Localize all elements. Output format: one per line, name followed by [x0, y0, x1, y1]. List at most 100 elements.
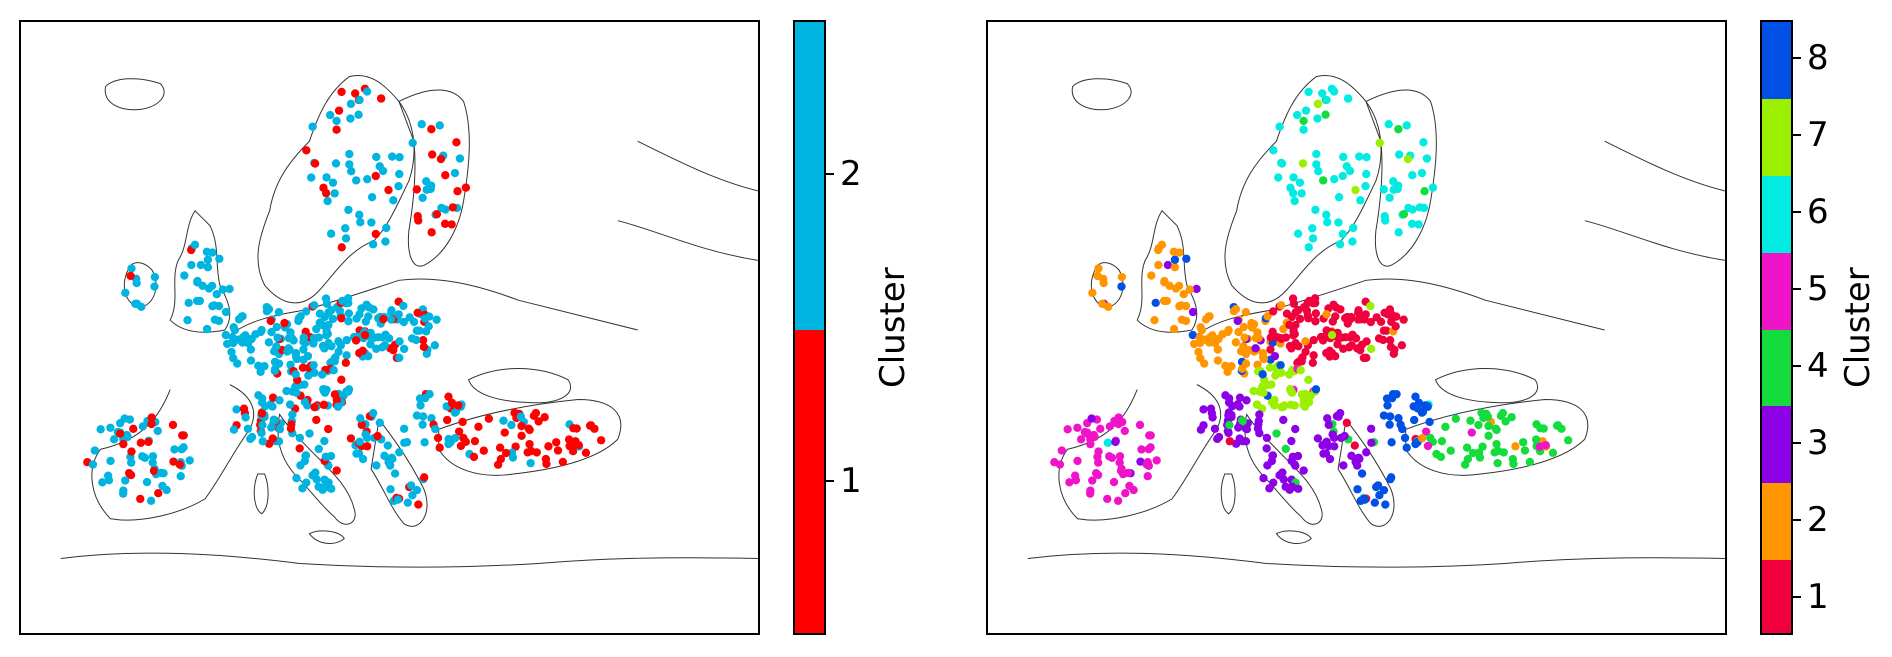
- station-point: [1210, 424, 1220, 433]
- station-point: [1268, 451, 1278, 460]
- station-point: [517, 421, 526, 431]
- station-point: [412, 185, 422, 194]
- station-point: [1417, 168, 1427, 178]
- station-point: [495, 443, 505, 452]
- station-point: [1171, 284, 1181, 293]
- station-point: [447, 398, 457, 407]
- station-point: [1334, 218, 1343, 227]
- station-point: [390, 469, 400, 478]
- station-point: [1304, 314, 1313, 323]
- station-point: [247, 334, 256, 344]
- colorbar-tick-1: 1: [824, 461, 862, 502]
- station-point: [435, 443, 444, 452]
- station-point: [1394, 125, 1403, 134]
- station-point: [1336, 305, 1345, 314]
- station-point: [447, 220, 456, 229]
- station-point: [1288, 294, 1298, 303]
- station-point: [332, 125, 341, 134]
- station-point: [1194, 347, 1203, 357]
- station-point: [203, 263, 213, 272]
- station-point: [132, 278, 141, 288]
- station-point: [1385, 193, 1394, 203]
- station-point: [458, 417, 467, 427]
- station-point: [415, 394, 425, 403]
- station-point: [1354, 453, 1363, 462]
- station-point: [1225, 394, 1234, 403]
- station-point: [432, 315, 441, 324]
- station-point: [158, 481, 167, 491]
- station-point: [1105, 452, 1114, 461]
- station-point: [106, 423, 115, 432]
- station-point: [1417, 408, 1427, 417]
- station-point: [572, 424, 581, 433]
- station-point: [118, 489, 128, 498]
- station-point: [1063, 425, 1072, 434]
- station-point: [310, 301, 319, 310]
- station-point: [1417, 434, 1427, 443]
- station-point: [270, 416, 280, 425]
- station-point: [257, 409, 267, 418]
- station-point: [1394, 414, 1403, 423]
- station-point: [1114, 413, 1123, 422]
- station-point: [1208, 413, 1217, 422]
- station-point: [427, 150, 437, 159]
- station-point: [321, 294, 331, 303]
- station-point: [417, 120, 426, 129]
- coastline-4: [104, 78, 165, 111]
- station-point: [1290, 196, 1299, 206]
- station-point: [1460, 460, 1470, 469]
- station-point: [1276, 334, 1286, 343]
- station-point: [1177, 301, 1186, 310]
- station-point: [1350, 441, 1359, 450]
- station-point: [1436, 452, 1446, 462]
- coastline-12: [308, 530, 345, 544]
- station-point: [581, 448, 591, 457]
- station-point: [1341, 333, 1350, 342]
- station-point: [115, 429, 125, 438]
- station-point: [1259, 354, 1269, 364]
- station-point: [254, 361, 263, 371]
- station-point: [1484, 431, 1493, 440]
- colorbar-segment-8: [1762, 22, 1791, 99]
- station-point: [1235, 402, 1244, 411]
- station-point: [354, 110, 363, 119]
- station-point: [1508, 454, 1518, 464]
- station-point: [1124, 468, 1133, 478]
- station-point: [1312, 160, 1321, 169]
- station-point: [210, 315, 220, 324]
- station-point: [120, 414, 129, 423]
- station-point: [1414, 398, 1424, 407]
- station-point: [424, 322, 433, 331]
- station-point: [157, 468, 166, 478]
- station-point: [1284, 370, 1294, 379]
- station-point: [1425, 417, 1434, 427]
- station-point: [342, 351, 351, 360]
- station-point: [98, 478, 107, 487]
- station-point: [1333, 340, 1342, 349]
- station-point: [1325, 346, 1334, 356]
- station-point: [331, 159, 341, 168]
- station-point: [268, 393, 278, 402]
- station-point: [1308, 358, 1318, 367]
- station-point: [1478, 442, 1487, 451]
- station-point: [1410, 415, 1419, 425]
- station-point: [268, 434, 277, 443]
- station-point: [394, 310, 403, 319]
- station-point: [312, 415, 321, 425]
- station-point: [329, 366, 338, 375]
- colorbar-segment-3: [1762, 406, 1791, 484]
- station-point: [131, 299, 140, 309]
- station-point: [1265, 363, 1275, 372]
- station-point: [275, 425, 285, 434]
- station-point: [1318, 336, 1328, 345]
- station-point: [437, 203, 446, 213]
- station-point: [1419, 138, 1428, 147]
- station-point: [344, 205, 353, 215]
- station-point: [302, 146, 311, 155]
- station-point: [1397, 341, 1407, 350]
- station-point: [341, 234, 351, 243]
- station-point: [334, 106, 344, 115]
- station-point: [1121, 489, 1130, 498]
- station-point: [1142, 460, 1151, 469]
- station-point: [1415, 203, 1425, 212]
